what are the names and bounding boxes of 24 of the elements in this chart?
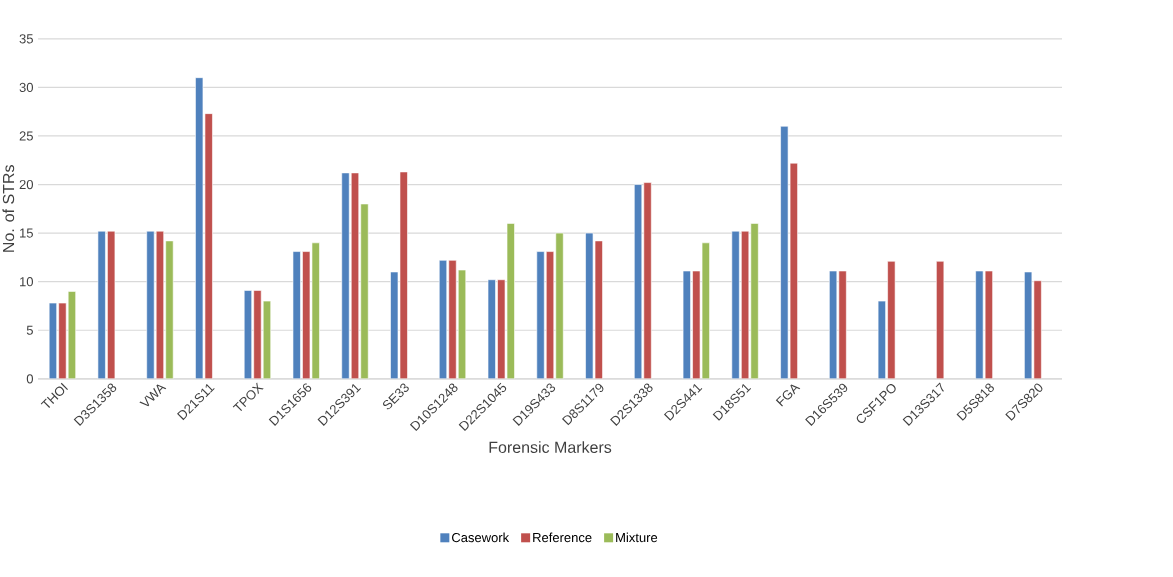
bar xyxy=(165,240,174,379)
legend-label: Mixture xyxy=(616,532,658,543)
bar xyxy=(555,232,564,379)
y-tick-label: 15 xyxy=(20,228,33,238)
y-axis-title: No. of STRs xyxy=(2,165,15,252)
bar xyxy=(750,223,759,379)
y-tick-label: 0 xyxy=(26,374,34,384)
y-tick-label: 30 xyxy=(19,82,34,92)
bar xyxy=(448,260,457,379)
y-tick-label: 25 xyxy=(19,131,33,141)
bar xyxy=(360,203,369,379)
bar xyxy=(58,302,67,379)
y-tick-label: 5 xyxy=(26,325,33,335)
legend-label: Reference xyxy=(533,532,592,543)
x-axis-title: Forensic Markers xyxy=(489,441,612,453)
y-tick-label: 20 xyxy=(19,179,34,190)
bar xyxy=(838,270,847,379)
y-tick-label: 10 xyxy=(20,277,34,287)
bar xyxy=(643,182,652,379)
legend-label: Casework xyxy=(451,532,510,543)
x-tick-label: VWA xyxy=(139,384,167,407)
bar xyxy=(48,302,57,379)
bar xyxy=(253,290,262,379)
y-tick-label: 35 xyxy=(19,34,33,44)
